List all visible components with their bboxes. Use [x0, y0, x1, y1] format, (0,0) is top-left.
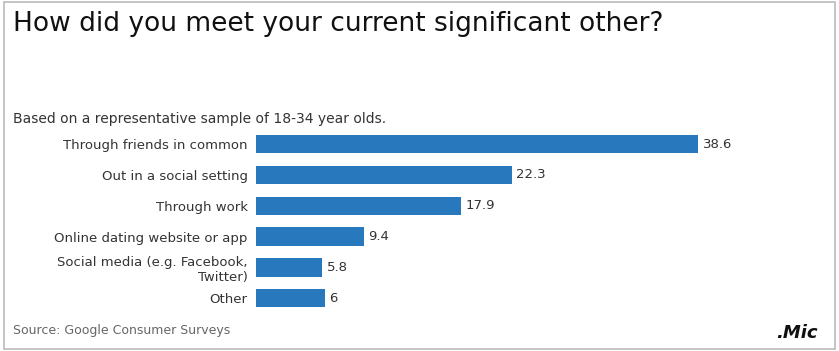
Text: How did you meet your current significant other?: How did you meet your current significan…	[13, 11, 663, 37]
Text: 5.8: 5.8	[327, 261, 348, 274]
Bar	[256, 227, 363, 246]
Bar	[256, 166, 512, 184]
Bar	[256, 258, 322, 277]
Text: 17.9: 17.9	[466, 199, 495, 212]
Text: 9.4: 9.4	[368, 230, 389, 243]
Text: Based on a representative sample of 18-34 year olds.: Based on a representative sample of 18-3…	[13, 112, 386, 126]
Text: 38.6: 38.6	[703, 138, 732, 151]
Bar	[256, 197, 461, 215]
Text: .Mic: .Mic	[777, 324, 818, 342]
Bar	[256, 135, 699, 153]
Bar	[256, 289, 325, 307]
Text: Source: Google Consumer Surveys: Source: Google Consumer Surveys	[13, 324, 230, 337]
Text: 6: 6	[329, 292, 337, 305]
Text: 22.3: 22.3	[516, 168, 546, 181]
